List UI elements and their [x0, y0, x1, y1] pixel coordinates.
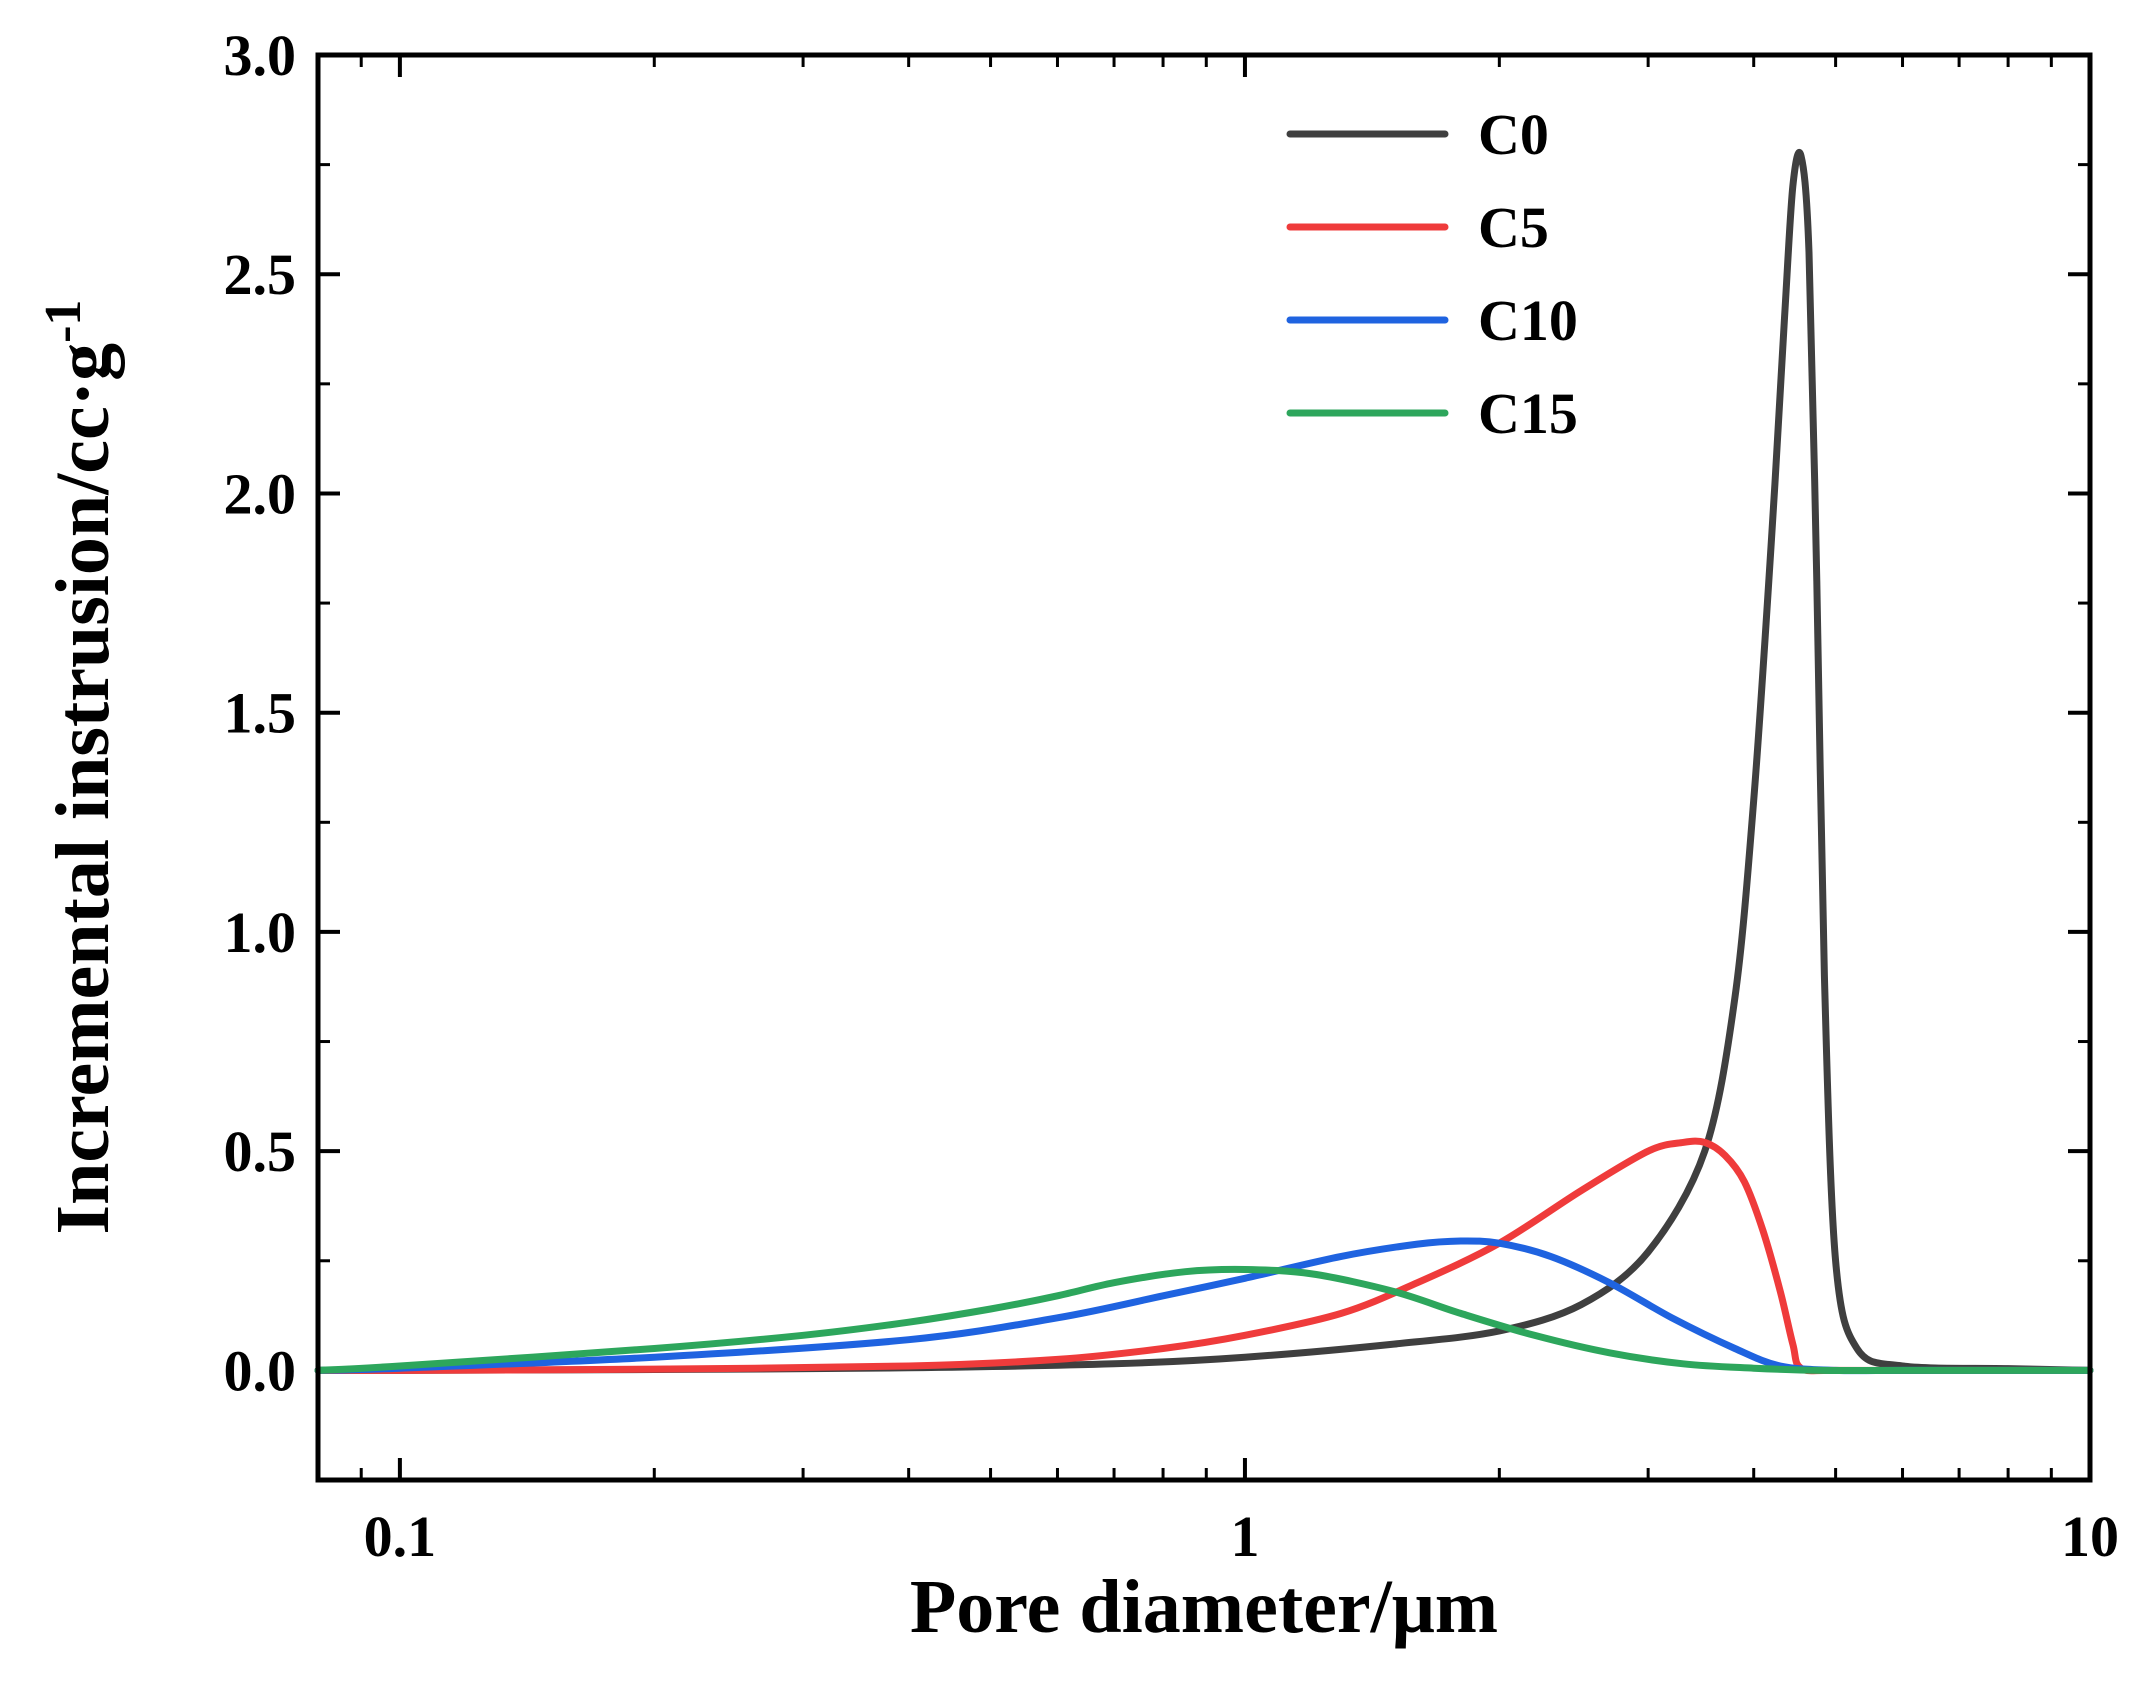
data-series-lines [314, 149, 2094, 1375]
legend-label-c15: C15 [1478, 381, 1578, 446]
legend: C0 C5 C10 C15 [1286, 102, 1578, 446]
y-tick-label: 1.0 [224, 900, 297, 965]
y-axis-title: Incremental instrusion/cc·g-1 [35, 300, 125, 1235]
series-line-c5 [314, 1137, 2094, 1375]
legend-label-c5: C5 [1478, 195, 1549, 260]
plot-frame [315, 52, 2093, 1483]
y-tick-label: 0.5 [224, 1119, 297, 1184]
legend-label-c10: C10 [1478, 288, 1578, 353]
y-tick-label: 3.0 [224, 23, 297, 88]
series-line-c0 [314, 149, 2094, 1374]
y-tick-label: 1.5 [224, 681, 297, 746]
legend-label-c0: C0 [1478, 102, 1549, 167]
y-axis-title-main: Incremental instrusion/cc·g [41, 343, 125, 1235]
y-tick-label: 2.0 [224, 461, 297, 526]
y-axis-title-superscript: -1 [35, 300, 92, 343]
tick-labels: 0.1 1 10 0.0 0.5 1.0 1.5 2.0 2.5 3.0 [224, 23, 2120, 1569]
x-tick-label: 1 [1230, 1504, 1259, 1569]
x-tick-label: 0.1 [364, 1504, 437, 1569]
x-tick-label: 10 [2061, 1504, 2119, 1569]
x-axis-title: Pore diameter/μm [910, 1565, 1498, 1649]
series-line-c15 [314, 1265, 2094, 1375]
y-tick-label: 2.5 [224, 242, 297, 307]
y-tick-label: 0.0 [224, 1338, 297, 1403]
